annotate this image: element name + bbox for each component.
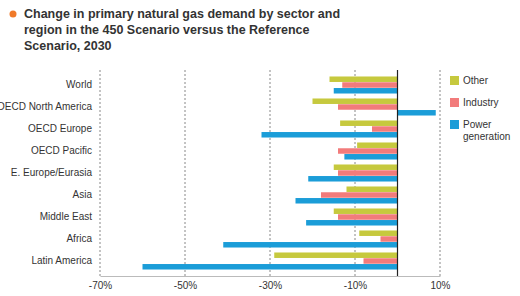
- bar: [321, 192, 398, 197]
- axis-line: [100, 75, 101, 273]
- bar: [340, 120, 397, 125]
- bar: [313, 98, 398, 103]
- text-line: Change in primary natural gas demand by …: [24, 7, 340, 21]
- category-label: OECD North America: [0, 101, 92, 112]
- bar: [342, 82, 397, 87]
- tick-label: -10%: [344, 280, 367, 291]
- bar: [334, 164, 398, 169]
- bar: [359, 230, 397, 235]
- bar: [143, 264, 398, 269]
- bar: [338, 104, 398, 109]
- y-axis: World OECD North America OECD Europe OECD P…: [0, 75, 101, 273]
- category-label: OECD Pacific: [31, 145, 92, 156]
- tick-label: -30%: [259, 280, 282, 291]
- category-label: World: [66, 79, 92, 90]
- legend-swatch: [450, 120, 459, 129]
- bar: [274, 252, 397, 257]
- title-bullet: [10, 11, 17, 18]
- category-label: OECD Europe: [28, 123, 92, 134]
- text-line: region in the 450 Scenario versus the Re…: [24, 23, 310, 37]
- bar: [334, 88, 398, 93]
- text-line: generation: [463, 131, 510, 142]
- bar: [306, 220, 397, 225]
- category-label: Middle East: [40, 211, 92, 222]
- bar: [372, 126, 398, 131]
- bar: [398, 110, 436, 115]
- title: Change in primary natural gas demand by …: [24, 7, 340, 53]
- tick: OECD North America: [0, 101, 100, 112]
- tick: E. Europe/Eurasia: [11, 167, 100, 178]
- grid-line: [440, 70, 441, 276]
- legend-swatch: [450, 98, 459, 107]
- x-axis: -70% -50% -30% -10% 10%: [89, 276, 451, 291]
- tick: Africa: [66, 233, 100, 244]
- tick: -30%: [259, 276, 282, 291]
- grid-line: [185, 70, 186, 276]
- text-line: Industry: [463, 97, 499, 108]
- text-line: Other: [463, 75, 489, 86]
- bar: [334, 208, 398, 213]
- bar: [262, 132, 398, 137]
- category-label: Asia: [73, 189, 93, 200]
- tick: 10%: [430, 276, 450, 291]
- legend: Other Industry Powergeneration: [450, 75, 510, 142]
- tick: Latin America: [31, 255, 100, 266]
- bar: [338, 214, 398, 219]
- bar: [364, 258, 398, 263]
- tick: OECD Europe: [28, 123, 100, 134]
- bar: [330, 76, 398, 81]
- category-label: Latin America: [31, 255, 92, 266]
- category-label: Africa: [66, 233, 92, 244]
- tick: -50%: [174, 276, 197, 291]
- tick: Middle East: [40, 211, 100, 222]
- tick: -10%: [344, 276, 367, 291]
- grid-line: [100, 70, 101, 276]
- chart: Change in primary natural gas demand by …: [0, 0, 520, 296]
- axis-line: [101, 276, 441, 277]
- bar: [357, 142, 397, 147]
- tick: OECD Pacific: [31, 145, 100, 156]
- baseline: [397, 70, 398, 276]
- bar: [308, 176, 397, 181]
- bar: [296, 198, 398, 203]
- tick: World: [66, 79, 100, 90]
- legend-label: Industry: [463, 97, 499, 108]
- bar: [344, 154, 397, 159]
- grid: [100, 70, 440, 276]
- bar: [338, 148, 398, 153]
- bar: [347, 186, 398, 191]
- bar: [381, 236, 398, 241]
- bar: [223, 242, 397, 247]
- legend-label: Other: [463, 75, 489, 86]
- text-line: Power: [463, 119, 492, 130]
- category-label: E. Europe/Eurasia: [11, 167, 93, 178]
- legend-label: Powergeneration: [463, 119, 510, 142]
- tick-label: -70%: [89, 280, 112, 291]
- legend-swatch: [450, 76, 459, 85]
- tick: Asia: [73, 189, 100, 200]
- bars: [143, 76, 436, 269]
- tick-label: -50%: [174, 280, 197, 291]
- tick: -70%: [89, 276, 112, 291]
- tick-label: 10%: [430, 280, 450, 291]
- text-line: Scenario, 2030: [24, 39, 112, 53]
- bar: [338, 170, 398, 175]
